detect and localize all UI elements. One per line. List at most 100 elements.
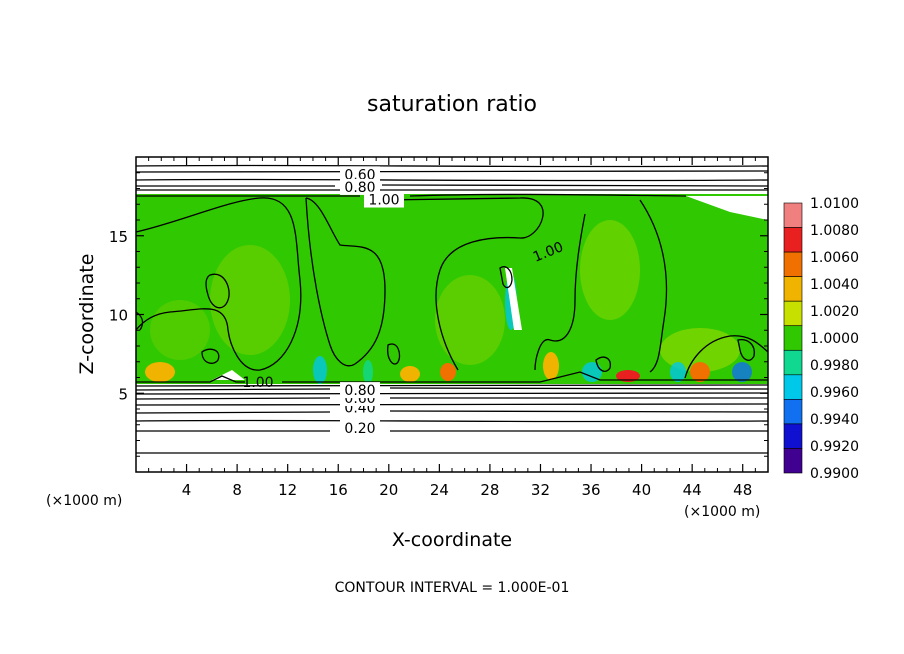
contour-line: [136, 184, 768, 187]
contour-label: 0.20: [340, 419, 380, 437]
contour-label-bg: [340, 382, 380, 399]
colorbar-swatch: [783, 374, 803, 400]
contour-line: [499, 266, 513, 289]
contour-line: [136, 410, 768, 414]
contour-line: [136, 193, 687, 197]
field-patch: [580, 220, 640, 320]
saturation-field: [136, 194, 768, 384]
colorbar-swatch: [783, 227, 803, 253]
contour-line: [136, 384, 768, 387]
x-tick-label: 36: [581, 481, 600, 499]
contour-label: 1.00: [364, 191, 404, 209]
contour-line: [136, 387, 768, 391]
contour-line: [639, 199, 668, 373]
colorbar-swatch: [783, 276, 803, 302]
contour-interval-note: CONTOUR INTERVAL = 1.000E-01: [335, 580, 570, 596]
contour-label: 0.80: [340, 382, 380, 399]
colorbar-swatch: [783, 448, 803, 474]
y-tick-label: 5: [118, 385, 128, 403]
field-patch: [313, 356, 327, 384]
field-patch: [150, 300, 210, 360]
contour-label-text: 0.80: [344, 383, 375, 399]
contour-line: [136, 419, 768, 423]
x-tick-label: 40: [632, 481, 651, 499]
field-patch: [440, 363, 456, 381]
contour-line: [201, 348, 220, 364]
field-gap: [686, 196, 768, 220]
y-axis-label: Z-coordinate: [76, 254, 98, 375]
colorbar-swatch: [783, 251, 803, 277]
plot-area: 0.200.400.600.801.000.600.801.001.00: [135, 156, 769, 473]
contour-label-bg: [364, 191, 404, 208]
colorbar-label: 0.9900: [810, 466, 859, 482]
contour-line: [136, 371, 768, 383]
field-patch: [616, 370, 640, 382]
contour-line: [384, 197, 544, 371]
contour-label-text: 1.00: [368, 193, 399, 209]
colorbar-swatch: [783, 300, 803, 327]
x-tick-label: 8: [232, 481, 242, 499]
x-tick-label: 44: [683, 481, 702, 499]
contour-labels: 0.200.400.600.801.000.600.801.001.00: [242, 166, 566, 437]
x-tick-label: 48: [733, 481, 752, 499]
x-axis-ticks: 4 8 12 16 20 24 28 32 36 40 44 48: [148, 157, 756, 499]
contour-line: [387, 343, 401, 365]
field-patch: [400, 366, 420, 382]
colorbar-label: 1.0080: [810, 223, 859, 239]
chart-title: saturation ratio: [367, 92, 537, 117]
contour-line: [136, 178, 768, 182]
x-axis-label: X-coordinate: [392, 529, 512, 551]
contour-lines: [136, 164, 768, 454]
field-patch: [732, 362, 752, 382]
field-patch: [670, 362, 686, 382]
colorbar-label: 0.9980: [810, 358, 859, 374]
colorbar-swatch: [783, 349, 803, 376]
contour-line: [595, 356, 611, 372]
contour-label-text: 1.00: [242, 375, 273, 391]
x-tick-label: 16: [329, 481, 348, 499]
field-patch: [690, 362, 710, 382]
contour-label-bg: [340, 166, 380, 183]
contour-line: [136, 197, 302, 371]
contour-line: [136, 189, 768, 191]
contour-line: [136, 397, 768, 400]
field-patch: [435, 275, 505, 365]
colorbar-label: 1.0060: [810, 250, 859, 266]
x-tick-label: 4: [182, 481, 192, 499]
contour-line: [737, 339, 755, 361]
colorbar-label: 0.9960: [810, 385, 859, 401]
contour-label-bg: [340, 419, 380, 436]
y-tick-label: 15: [109, 228, 128, 246]
colorbar-label: 1.0000: [810, 331, 859, 347]
field-patch: [582, 362, 602, 382]
field-patch: [543, 352, 559, 380]
colorbar-swatch: [783, 423, 803, 449]
x-tick-label: 20: [379, 481, 398, 499]
contour-line: [305, 197, 386, 367]
y-tick-label: 10: [109, 307, 128, 325]
field-patch: [363, 360, 373, 384]
colorbar: 1.0100 1.0080 1.0060 1.0040 1.0020 1.0000 0.99…: [783, 196, 859, 482]
contour-line: [684, 335, 768, 379]
contour-line: [136, 170, 768, 173]
colorbar-swatch: [783, 399, 803, 425]
x-unit-label-right: (×1000 m): [684, 504, 760, 520]
x-tick-label: 32: [531, 481, 550, 499]
contour-line: [136, 311, 144, 331]
colorbar-label: 1.0100: [810, 196, 859, 212]
colorbar-label: 1.0020: [810, 304, 859, 320]
field-patch: [210, 245, 290, 355]
contour-line: [136, 403, 768, 406]
colorbar-swatch: [783, 202, 803, 228]
contour-line: [534, 213, 586, 371]
y-axis-ticks: 5 10 15: [109, 172, 768, 457]
x-tick-label: 28: [480, 481, 499, 499]
field-patch: [145, 362, 175, 382]
contour-line: [136, 164, 768, 168]
colorbar-swatch: [783, 325, 803, 351]
x-unit-label-left: (×1000 m): [46, 493, 122, 509]
x-tick-label: 24: [430, 481, 449, 499]
field-gap: [505, 268, 522, 330]
contour-label: 1.00: [242, 375, 273, 391]
